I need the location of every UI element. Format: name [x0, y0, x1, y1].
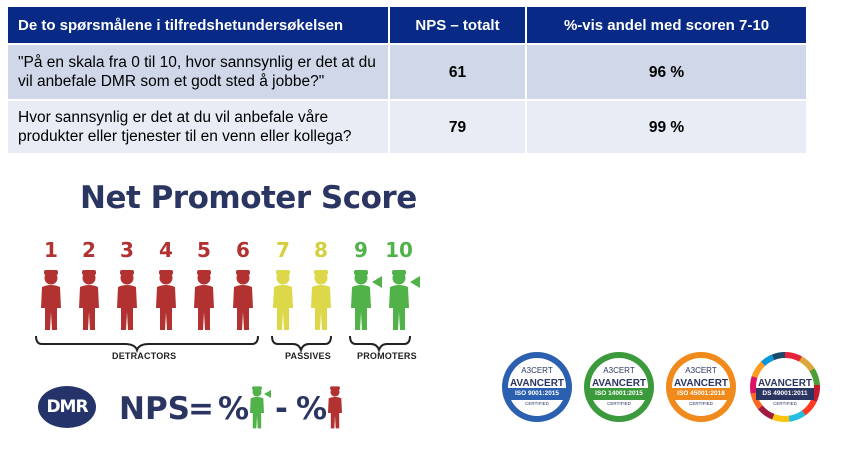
header-share: %-vis andel med scoren 7-10: [526, 7, 806, 44]
formula-equals: =: [188, 391, 214, 427]
table-row: Hvor sannsynlig er det at du vil anbefal…: [8, 99, 806, 153]
formula-percent-promoters: %: [218, 391, 250, 427]
table-row: "På en skala fra 0 til 10, hvor sannsynl…: [8, 43, 806, 100]
table-header-row: De to spørsmålene i tilfredshetundersøke…: [8, 7, 806, 44]
question-cell: "På en skala fra 0 til 10, hvor sannsynl…: [8, 43, 390, 100]
cert-brand: AVANCERT: [591, 378, 647, 389]
share-cell: 96 %: [526, 43, 806, 100]
cert-top-text: A3CERT: [603, 366, 635, 375]
cert-standard: ISO 45001:2018: [672, 388, 730, 400]
iso-14001-certificate-badge: A3CERT AVANCERT ISO 14001:2015 CERTIFIED: [584, 352, 654, 422]
score-number: 5: [197, 238, 211, 262]
passive-figures: [273, 270, 331, 330]
passives-label: PASSIVES: [285, 351, 331, 361]
ds-49001-certificate-badge: AVANCERT DS 49001:2011 CERTIFIED: [750, 352, 820, 422]
group-braces: [35, 335, 411, 354]
promoter-person-icon: [250, 386, 264, 429]
detractor-person-icon: [117, 270, 137, 330]
detractor-figures: [41, 270, 253, 330]
passive-person-icon: [273, 270, 293, 330]
question-cell: Hvor sannsynlig er det at du vil anbefal…: [8, 99, 390, 153]
header-questions: De to spørsmålene i tilfredshetundersøke…: [8, 7, 390, 44]
cert-top-text: A3CERT: [521, 366, 553, 375]
score-number: 1: [44, 238, 58, 262]
detractor-person-icon: [194, 270, 214, 330]
nps-cell: 79: [389, 99, 527, 153]
detractor-person-icon: [41, 270, 61, 330]
megaphone-icon: [410, 276, 420, 288]
detractor-person-icon: [79, 270, 99, 330]
cert-brand: AVANCERT: [509, 378, 565, 389]
cert-sub: CERTIFIED: [689, 401, 713, 406]
score-number: 2: [82, 238, 96, 262]
score-number: 9: [354, 238, 368, 262]
cert-sub: CERTIFIED: [607, 401, 631, 406]
formula-minus: -: [275, 391, 288, 427]
score-number: 7: [276, 238, 290, 262]
cert-standard: ISO 9001:2015: [508, 388, 566, 400]
cert-brand: AVANCERT: [673, 378, 729, 389]
nps-results-table: De to spørsmålene i tilfredshetundersøke…: [8, 7, 806, 153]
cert-top-text: A3CERT: [685, 366, 717, 375]
megaphone-icon: [264, 390, 271, 398]
cert-standard: DS 49001:2011: [756, 388, 814, 400]
formula-percent-detractors: %: [296, 391, 328, 427]
cert-sub: CERTIFIED: [525, 401, 549, 406]
header-nps-total: NPS – totalt: [389, 7, 527, 44]
detractor-person-icon: [233, 270, 253, 330]
promoter-figures: [351, 270, 420, 330]
score-number: 8: [314, 238, 328, 262]
detractor-person-icon: [328, 386, 342, 429]
nps-graphic-title: Net Promoter Score: [80, 180, 417, 216]
cert-standard: ISO 14001:2015: [590, 388, 648, 400]
detractor-person-icon: [156, 270, 176, 330]
detractors-label: DETRACTORS: [112, 351, 177, 361]
score-number: 3: [120, 238, 134, 262]
formula-nps: NPS: [119, 391, 190, 427]
nps-cell: 61: [389, 43, 527, 100]
cert-sub: CERTIFIED: [773, 401, 797, 406]
score-number: 6: [236, 238, 250, 262]
iso-45001-certificate-badge: A3CERT AVANCERT ISO 45001:2018 CERTIFIED: [666, 352, 736, 422]
dmr-logo: DMR: [38, 386, 96, 428]
score-number: 4: [159, 238, 173, 262]
iso-9001-certificate-badge: A3CERT AVANCERT ISO 9001:2015 CERTIFIED: [502, 352, 572, 422]
megaphone-icon: [372, 276, 382, 288]
promoter-person-icon: [389, 270, 409, 330]
passive-person-icon: [311, 270, 331, 330]
promoters-label: PROMOTERS: [357, 351, 417, 361]
cert-brand: AVANCERT: [757, 378, 813, 389]
promoter-person-icon: [351, 270, 371, 330]
score-number: 10: [385, 238, 413, 262]
share-cell: 99 %: [526, 99, 806, 153]
